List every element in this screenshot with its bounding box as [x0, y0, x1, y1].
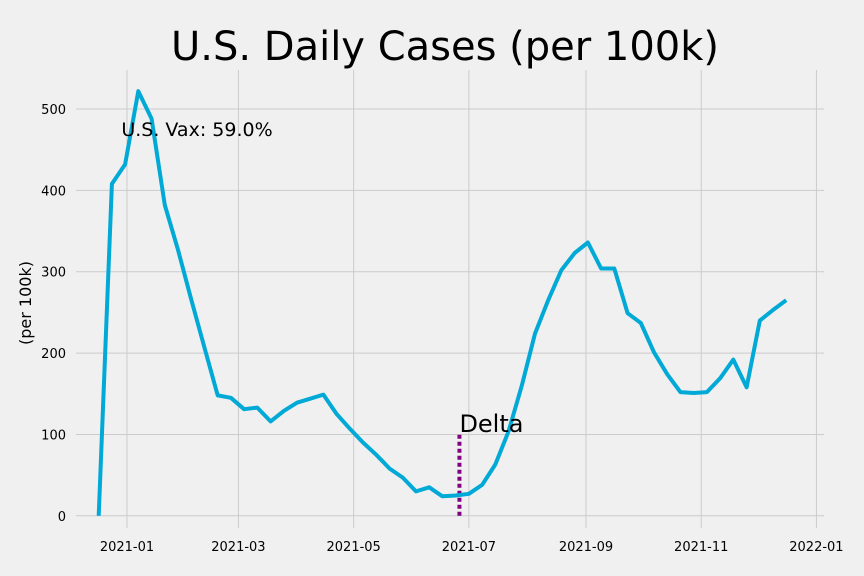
x-tick-label: 2021-09 [559, 540, 613, 555]
x-tick-label: 2021-03 [211, 540, 265, 555]
y-tick-label: 300 [41, 266, 66, 281]
y-tick-label: 400 [41, 184, 66, 199]
x-tick-label: 2021-11 [674, 540, 728, 555]
y-axis-label: (per 100k) [16, 261, 35, 345]
y-tick-label: 0 [58, 510, 66, 525]
vax-annotation: U.S. Vax: 59.0% [121, 119, 272, 141]
chart-title: U.S. Daily Cases (per 100k) [171, 24, 719, 70]
y-tick-label: 100 [41, 428, 66, 443]
y-axis-ticks: 0 100 200 300 400 500 [41, 103, 66, 525]
x-tick-label: 2021-05 [327, 540, 381, 555]
x-tick-label: 2021-07 [442, 540, 496, 555]
x-axis-ticks: 2021-01 2021-03 2021-05 2021-07 2021-09 2021-… [100, 540, 844, 555]
delta-annotation: Delta [459, 410, 523, 438]
series-line [96, 89, 788, 516]
x-tick-label: 2022-01 [789, 540, 843, 555]
y-tick-label: 500 [41, 103, 66, 118]
x-tick-label: 2021-01 [100, 540, 154, 555]
y-tick-label: 200 [41, 347, 66, 362]
grid [76, 70, 824, 528]
